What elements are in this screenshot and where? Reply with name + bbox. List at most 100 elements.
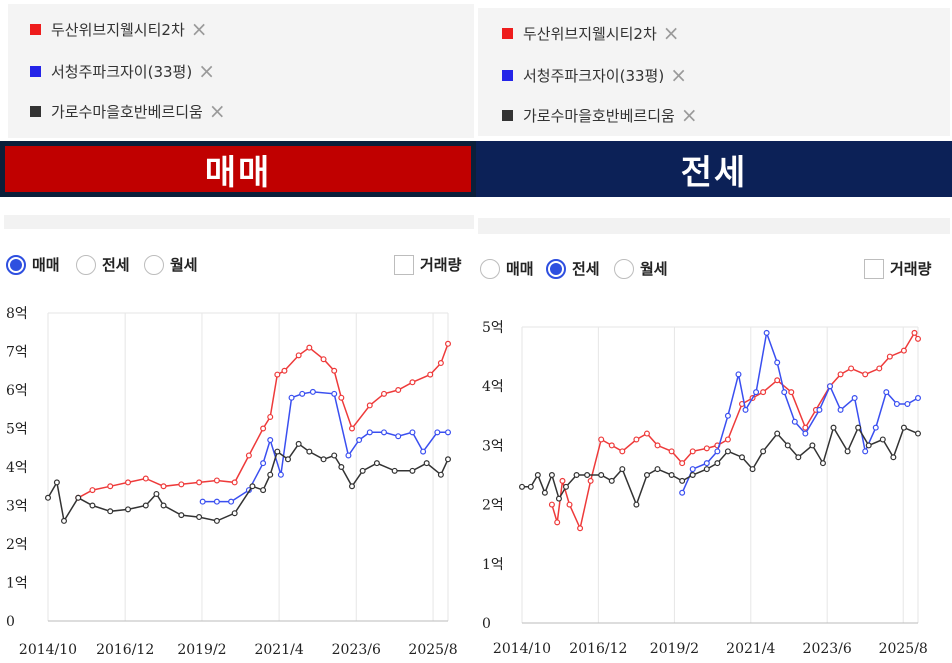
data-point — [668, 472, 675, 479]
close-icon[interactable]: × — [680, 103, 698, 127]
data-point — [124, 479, 131, 486]
data-point — [409, 467, 416, 474]
data-point — [338, 464, 345, 471]
data-point — [844, 448, 851, 455]
data-point — [391, 467, 398, 474]
radio-button[interactable] — [76, 254, 96, 275]
data-point — [559, 477, 566, 484]
data-point — [774, 359, 781, 366]
radio-button[interactable] — [6, 254, 26, 275]
radio-button[interactable] — [614, 258, 634, 279]
data-point — [366, 402, 373, 409]
data-point — [703, 460, 710, 467]
data-point — [423, 460, 430, 467]
legend-label: 서청주파크자이(33평) — [523, 66, 665, 85]
data-point — [862, 448, 869, 455]
x-tick-label: 2014/10 — [19, 642, 77, 658]
data-point — [830, 424, 837, 431]
data-point — [735, 371, 742, 378]
radio-button[interactable] — [546, 258, 566, 279]
data-point — [689, 466, 696, 473]
banner-title: 전세 — [680, 152, 748, 193]
radio-sale[interactable]: 매매 — [6, 254, 60, 275]
legend-label: 두산위브지웰시티2차 — [523, 24, 657, 43]
data-point — [142, 502, 149, 509]
data-point — [366, 429, 373, 436]
radio-label: 매매 — [32, 256, 60, 274]
data-point — [160, 502, 167, 509]
data-point — [160, 483, 167, 490]
close-icon[interactable]: × — [208, 99, 226, 123]
radio-label: 전세 — [102, 256, 130, 274]
radio-jeonse[interactable]: 전세 — [76, 254, 130, 275]
data-point — [554, 519, 561, 526]
data-point — [548, 501, 555, 508]
data-point — [679, 489, 686, 496]
data-point — [199, 498, 206, 505]
sale-banner: 매매 — [0, 141, 476, 197]
data-point — [795, 454, 802, 461]
data-point — [320, 456, 327, 463]
data-point — [714, 448, 721, 455]
data-point — [245, 452, 252, 459]
close-icon[interactable]: × — [198, 59, 215, 83]
volume-checkbox[interactable]: 거래량 — [394, 254, 461, 275]
sale-chart: 0 1억 2억 3억 4억 5억 6억 7억 8억 2014/10 2016/12 2019/2 202… — [6, 306, 458, 658]
x-tick-label: 2016/12 — [569, 641, 627, 657]
radio-wolse[interactable]: 월세 — [614, 258, 668, 279]
data-point — [633, 436, 640, 443]
data-point — [760, 448, 767, 455]
radio-button[interactable] — [144, 254, 164, 275]
data-point — [788, 389, 795, 396]
close-icon[interactable]: × — [190, 17, 208, 41]
checkbox-box[interactable] — [394, 254, 414, 275]
data-point — [862, 371, 869, 378]
data-point — [879, 436, 886, 443]
close-icon[interactable]: × — [670, 63, 687, 87]
data-point — [724, 436, 731, 443]
data-point — [915, 395, 922, 402]
y-tick-label: 2억 — [6, 537, 28, 553]
data-point — [598, 472, 605, 479]
x-tick-label: 2025/8 — [879, 641, 928, 657]
data-point — [89, 487, 96, 494]
x-tick-label: 2021/4 — [726, 641, 775, 657]
data-point — [142, 475, 149, 482]
y-tick-label: 7억 — [6, 345, 28, 361]
radio-button[interactable] — [480, 258, 500, 279]
x-tick-label: 2025/8 — [408, 642, 457, 658]
data-point — [689, 448, 696, 455]
legend-swatch — [30, 105, 41, 117]
data-point — [587, 477, 594, 484]
data-point — [827, 383, 834, 390]
data-point — [904, 400, 911, 407]
data-point — [643, 430, 650, 437]
y-tick-label: 4억 — [482, 379, 504, 395]
close-icon[interactable]: × — [662, 21, 680, 45]
data-point — [178, 512, 185, 519]
data-point — [809, 442, 816, 449]
legend-box: 두산위브지웰시티2차 × 서청주파크자이(33평) × 가로수마을호반베르디움 … — [8, 4, 474, 138]
data-point — [724, 412, 731, 419]
data-point — [679, 460, 686, 467]
legend-swatch — [502, 109, 513, 121]
data-point — [774, 377, 781, 384]
y-tick-label: 1억 — [6, 576, 28, 592]
data-point — [320, 356, 327, 363]
data-point — [445, 340, 452, 347]
data-point — [445, 429, 452, 436]
radio-jeonse[interactable]: 전세 — [546, 258, 600, 279]
data-point — [295, 352, 302, 359]
radio-wolse[interactable]: 월세 — [144, 254, 198, 275]
data-point — [331, 390, 338, 397]
data-point — [739, 454, 746, 461]
data-point — [573, 472, 580, 479]
checkbox-box[interactable] — [864, 258, 884, 279]
radio-sale[interactable]: 매매 — [480, 258, 534, 279]
data-point — [749, 466, 756, 473]
series-line — [551, 331, 919, 531]
data-point — [437, 471, 444, 478]
data-point — [445, 456, 452, 463]
volume-checkbox[interactable]: 거래량 — [864, 258, 931, 279]
data-point — [213, 517, 220, 524]
